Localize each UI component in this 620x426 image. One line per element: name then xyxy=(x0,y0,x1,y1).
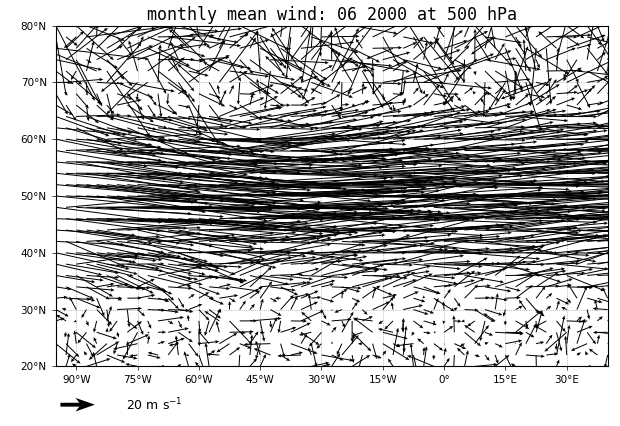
Title: monthly mean wind: 06 2000 at 500 hPa: monthly mean wind: 06 2000 at 500 hPa xyxy=(147,6,516,24)
Text: 20 m s$^{-1}$: 20 m s$^{-1}$ xyxy=(125,397,182,413)
